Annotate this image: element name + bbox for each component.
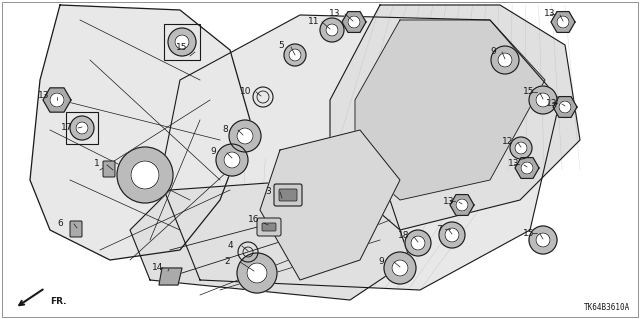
- FancyBboxPatch shape: [274, 184, 302, 206]
- Text: 13: 13: [546, 99, 557, 108]
- Text: 13: 13: [38, 92, 49, 100]
- Circle shape: [456, 199, 468, 211]
- Circle shape: [521, 162, 533, 174]
- Circle shape: [405, 230, 431, 256]
- Circle shape: [536, 233, 550, 247]
- Text: 16: 16: [248, 214, 259, 224]
- Circle shape: [247, 263, 267, 283]
- Circle shape: [510, 137, 532, 159]
- Circle shape: [50, 93, 64, 107]
- Circle shape: [445, 228, 459, 242]
- Polygon shape: [551, 11, 575, 33]
- Circle shape: [439, 222, 465, 248]
- Circle shape: [392, 260, 408, 276]
- Text: 13: 13: [544, 10, 556, 19]
- Circle shape: [229, 120, 261, 152]
- Circle shape: [536, 93, 550, 107]
- Circle shape: [559, 101, 571, 113]
- Polygon shape: [355, 20, 545, 200]
- FancyBboxPatch shape: [257, 218, 281, 236]
- Circle shape: [529, 226, 557, 254]
- Text: 15: 15: [176, 43, 188, 53]
- Text: 13: 13: [329, 9, 340, 18]
- Circle shape: [70, 116, 94, 140]
- Circle shape: [529, 86, 557, 114]
- Polygon shape: [43, 88, 71, 112]
- Text: 5: 5: [278, 41, 284, 50]
- Text: 15: 15: [523, 87, 534, 97]
- Text: 17: 17: [61, 122, 72, 131]
- Circle shape: [557, 16, 569, 28]
- Circle shape: [76, 122, 88, 134]
- Text: 13: 13: [443, 197, 454, 205]
- FancyBboxPatch shape: [262, 223, 276, 231]
- FancyBboxPatch shape: [70, 221, 82, 237]
- Text: 11: 11: [308, 17, 319, 26]
- Polygon shape: [330, 5, 580, 230]
- Polygon shape: [160, 15, 560, 290]
- Circle shape: [498, 53, 512, 67]
- Polygon shape: [159, 268, 182, 285]
- Circle shape: [289, 49, 301, 61]
- Polygon shape: [450, 195, 474, 215]
- Polygon shape: [342, 11, 366, 33]
- Text: 9: 9: [490, 47, 496, 56]
- FancyBboxPatch shape: [103, 161, 115, 177]
- Text: 7: 7: [436, 225, 442, 234]
- Text: TK64B3610A: TK64B3610A: [584, 303, 630, 312]
- Text: 8: 8: [222, 124, 228, 133]
- Text: 2: 2: [224, 256, 230, 265]
- Text: 18: 18: [398, 232, 410, 241]
- Text: 1: 1: [94, 159, 100, 167]
- Circle shape: [515, 142, 527, 154]
- Polygon shape: [553, 97, 577, 117]
- Circle shape: [175, 35, 189, 49]
- Polygon shape: [260, 130, 400, 280]
- Text: 13: 13: [508, 160, 520, 168]
- Circle shape: [326, 24, 338, 36]
- Text: 3: 3: [265, 187, 271, 196]
- Text: 12: 12: [502, 137, 513, 146]
- Circle shape: [491, 46, 519, 74]
- Circle shape: [348, 16, 360, 28]
- Text: 6: 6: [57, 219, 63, 227]
- Text: 9: 9: [210, 147, 216, 157]
- Circle shape: [216, 144, 248, 176]
- Circle shape: [411, 236, 425, 250]
- Text: 9: 9: [378, 256, 384, 265]
- Circle shape: [237, 253, 277, 293]
- Circle shape: [284, 44, 306, 66]
- Circle shape: [224, 152, 240, 168]
- Circle shape: [320, 18, 344, 42]
- Text: 10: 10: [240, 86, 252, 95]
- FancyBboxPatch shape: [279, 189, 297, 201]
- Polygon shape: [30, 5, 250, 260]
- Circle shape: [168, 28, 196, 56]
- Text: FR.: FR.: [50, 298, 67, 307]
- Text: 4: 4: [228, 241, 234, 249]
- Polygon shape: [515, 158, 539, 178]
- Circle shape: [384, 252, 416, 284]
- Circle shape: [237, 128, 253, 144]
- Text: 14: 14: [152, 263, 163, 272]
- Polygon shape: [130, 180, 410, 300]
- Text: 15: 15: [523, 228, 534, 238]
- Circle shape: [117, 147, 173, 203]
- Circle shape: [131, 161, 159, 189]
